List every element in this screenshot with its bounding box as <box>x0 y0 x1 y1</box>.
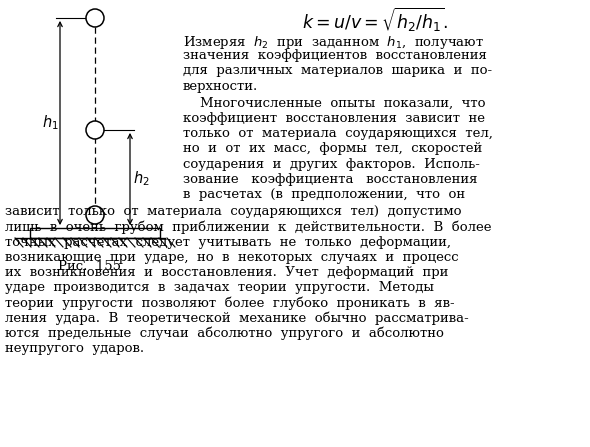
Text: значения  коэффициентов  восстановления: значения коэффициентов восстановления <box>183 49 487 62</box>
Text: ления  удара.  В  теоретической  механике  обычно  рассматрива-: ления удара. В теоретической механике об… <box>5 312 468 325</box>
Text: $h_2$: $h_2$ <box>133 170 149 188</box>
Text: но  и  от  их  масс,  формы  тел,  скоростей: но и от их масс, формы тел, скоростей <box>183 143 482 156</box>
Text: в  расчетах  (в  предположении,  что  он: в расчетах (в предположении, что он <box>183 188 465 201</box>
Text: $k = u/v = \sqrt{h_2/h_1}.$: $k = u/v = \sqrt{h_2/h_1}.$ <box>301 6 448 34</box>
Text: соударения  и  других  факторов.  Исполь-: соударения и других факторов. Исполь- <box>183 158 480 171</box>
Text: верхности.: верхности. <box>183 80 258 93</box>
Circle shape <box>86 121 104 139</box>
Text: $h_1$: $h_1$ <box>42 114 58 132</box>
Text: точных  расчетах  следует  учитывать  не  только  деформации,: точных расчетах следует учитывать не тол… <box>5 236 451 249</box>
Text: зависит  только  от  материала  соударяющихся  тел)  допустимо: зависит только от материала соударяющихс… <box>5 205 461 218</box>
Circle shape <box>86 206 104 224</box>
Text: коэффициент  восстановления  зависит  не: коэффициент восстановления зависит не <box>183 112 485 125</box>
Text: зование   коэффициента   восстановления: зование коэффициента восстановления <box>183 173 477 186</box>
Text: ударе  производится  в  задачах  теории  упругости.  Методы: ударе производится в задачах теории упру… <box>5 281 434 294</box>
Text: Рис.  155: Рис. 155 <box>58 260 122 273</box>
Text: возникающие  при  ударе,  но  в  некоторых  случаях  и  процесс: возникающие при ударе, но в некоторых сл… <box>5 251 458 264</box>
Text: лишь  в  очень  грубом  приближении  к  действительности.  В  более: лишь в очень грубом приближении к действ… <box>5 220 491 234</box>
Text: теории  упругости  позволяют  более  глубоко  проникать  в  яв-: теории упругости позволяют более глубоко… <box>5 296 455 310</box>
Text: неупругого  ударов.: неупругого ударов. <box>5 342 144 355</box>
Text: их  возникновения  и  восстановления.  Учет  деформаций  при: их возникновения и восстановления. Учет … <box>5 266 448 279</box>
Circle shape <box>86 9 104 27</box>
Text: Многочисленные  опыты  показали,  что: Многочисленные опыты показали, что <box>183 97 486 110</box>
Text: Измеряя  $h_2$  при  заданном  $h_1$,  получают: Измеряя $h_2$ при заданном $h_1$, получа… <box>183 34 484 51</box>
Text: для  различных  материалов  шарика  и  по-: для различных материалов шарика и по- <box>183 64 492 77</box>
Text: ются  предельные  случаи  абсолютно  упругого  и  абсолютно: ются предельные случаи абсолютно упругог… <box>5 327 444 340</box>
Text: только  от  материала  соударяющихся  тел,: только от материала соударяющихся тел, <box>183 127 493 140</box>
Bar <box>30 228 160 238</box>
